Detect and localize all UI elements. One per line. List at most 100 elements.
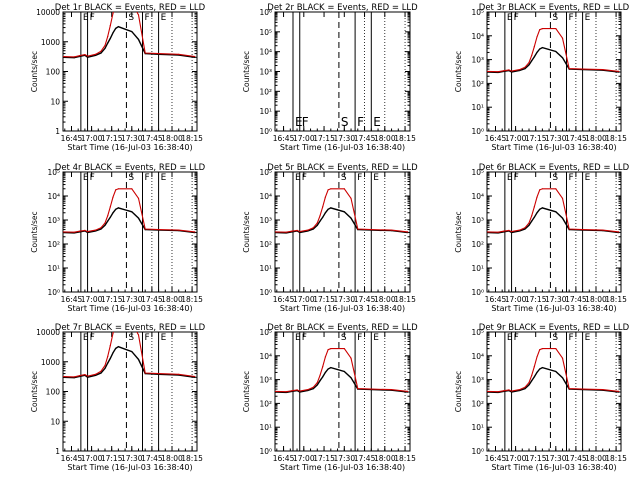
data-point-lld bbox=[107, 215, 109, 217]
data-point-events bbox=[319, 220, 321, 222]
y-tick-label: 10¹ bbox=[259, 423, 272, 432]
data-point-events bbox=[104, 47, 106, 50]
marker-label: S bbox=[341, 173, 347, 183]
x-tick-label: 18:00 bbox=[161, 454, 183, 463]
data-point-events bbox=[555, 211, 557, 213]
data-point-lld bbox=[78, 55, 81, 57]
data-point-lld bbox=[158, 53, 160, 55]
x-tick-label: 18:15 bbox=[394, 134, 416, 143]
series-line-events bbox=[275, 366, 408, 394]
data-point-events bbox=[343, 370, 345, 373]
data-point-lld bbox=[531, 374, 533, 376]
data-point-lld bbox=[555, 28, 557, 30]
x-tick-label: 17:30 bbox=[545, 454, 567, 463]
data-point-events bbox=[109, 357, 111, 359]
y-tick-label: 10⁶ bbox=[259, 8, 272, 17]
x-tick-label: 17:30 bbox=[121, 295, 143, 304]
data-point-lld bbox=[561, 197, 564, 199]
data-point-lld bbox=[100, 227, 102, 229]
x-tick-label: 17:15 bbox=[525, 295, 547, 304]
marker-label: F bbox=[357, 333, 362, 343]
data-point-lld bbox=[539, 189, 541, 191]
data-point-lld bbox=[519, 229, 521, 231]
data-point-lld bbox=[531, 215, 533, 217]
detector-panel-8: Det 8r BLACK = Events, RED = LLD 10⁰ 10¹ 10… bbox=[242, 323, 418, 472]
marker-label: F bbox=[145, 13, 150, 23]
data-point-lld bbox=[561, 357, 564, 359]
marker-label: E bbox=[83, 333, 89, 343]
y-tick-label: 10⁴ bbox=[47, 192, 60, 201]
data-point-events bbox=[115, 27, 117, 29]
series-line-events bbox=[487, 366, 619, 394]
x-tick-label: 17:00 bbox=[81, 295, 103, 304]
axes-frame bbox=[486, 171, 622, 293]
y-tick-label: 10000 bbox=[36, 328, 60, 337]
data-point-lld bbox=[84, 54, 86, 56]
y-axis-label: Counts/sec bbox=[242, 211, 251, 252]
detector-panel-5: Det 5r BLACK = Events, RED = LLD 10⁰ 10¹ 10… bbox=[242, 163, 418, 313]
x-tick-label: 17:15 bbox=[313, 454, 335, 463]
x-tick-label: 18:00 bbox=[374, 295, 396, 304]
y-tick-label: 10¹ bbox=[471, 264, 484, 273]
data-point-lld bbox=[343, 348, 345, 350]
marker-label: S bbox=[128, 13, 134, 23]
data-point-lld bbox=[343, 188, 345, 190]
data-point-events bbox=[100, 52, 102, 54]
y-tick-label: 10⁴ bbox=[471, 192, 484, 201]
marker-label: S bbox=[128, 333, 134, 343]
data-point-lld bbox=[144, 228, 146, 230]
data-series bbox=[275, 348, 409, 394]
data-point-lld bbox=[137, 334, 140, 336]
data-point-lld bbox=[299, 390, 301, 392]
x-tick-label: 18:00 bbox=[585, 295, 607, 304]
data-point-lld bbox=[350, 197, 352, 199]
data-point-lld bbox=[541, 188, 544, 190]
data-point-events bbox=[95, 374, 97, 376]
axes-frame bbox=[62, 171, 198, 293]
data-point-events bbox=[539, 48, 541, 50]
y-tick-label: 10³ bbox=[259, 376, 272, 385]
x-tick-label: 17:15 bbox=[525, 134, 547, 143]
y-tick-label: 10³ bbox=[259, 68, 272, 77]
detector-panel-2: Det 2r BLACK = Events, RED = LLD 10⁰ 10¹ 10… bbox=[242, 3, 418, 152]
y-tick-label: 10⁰ bbox=[259, 288, 272, 297]
data-point-events bbox=[115, 347, 117, 349]
data-point-lld bbox=[194, 375, 196, 378]
marker-label: F bbox=[145, 333, 150, 343]
x-tick-label: 18:15 bbox=[605, 295, 627, 304]
x-tick-label: 18:15 bbox=[181, 454, 203, 463]
x-tick-label: 17:00 bbox=[505, 295, 527, 304]
data-point-lld bbox=[528, 382, 530, 384]
x-tick-label: 17:30 bbox=[121, 134, 143, 143]
data-point-lld bbox=[112, 12, 114, 14]
data-point-lld bbox=[316, 222, 318, 224]
y-tick-label: 10⁰ bbox=[259, 447, 272, 456]
x-tick-label: 17:30 bbox=[333, 134, 355, 143]
marker-label: S bbox=[552, 13, 558, 23]
data-point-lld bbox=[109, 206, 111, 208]
marker-label: S bbox=[341, 115, 349, 129]
data-point-lld bbox=[291, 390, 293, 392]
data-series bbox=[487, 28, 620, 74]
data-point-lld bbox=[137, 197, 140, 199]
data-point-events bbox=[117, 346, 119, 348]
data-point-lld bbox=[327, 189, 329, 191]
data-point-lld bbox=[87, 375, 89, 377]
panel-title: Det 6r BLACK = Events, RED = LLD bbox=[479, 163, 630, 173]
data-point-events bbox=[330, 367, 332, 369]
data-point-lld bbox=[533, 46, 535, 48]
data-series bbox=[63, 332, 196, 379]
data-point-lld bbox=[104, 44, 106, 47]
x-tick-label: 16:45 bbox=[485, 134, 507, 143]
data-point-lld bbox=[582, 229, 584, 231]
y-axis-label: Counts/sec bbox=[454, 51, 463, 92]
x-tick-label: 17:45 bbox=[565, 134, 587, 143]
y-tick-label: 10⁴ bbox=[259, 192, 272, 201]
data-point-lld bbox=[299, 231, 301, 233]
x-tick-label: 18:15 bbox=[394, 295, 416, 304]
data-point-lld bbox=[539, 29, 541, 31]
x-tick-label: 17:45 bbox=[141, 295, 163, 304]
data-point-events bbox=[299, 231, 301, 234]
axes-frame bbox=[62, 11, 198, 132]
